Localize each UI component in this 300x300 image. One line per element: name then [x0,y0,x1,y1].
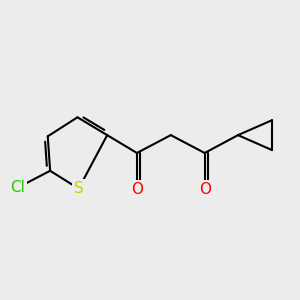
Text: O: O [199,182,211,197]
Text: O: O [131,182,143,197]
Text: S: S [74,181,83,196]
Text: Cl: Cl [11,180,26,195]
